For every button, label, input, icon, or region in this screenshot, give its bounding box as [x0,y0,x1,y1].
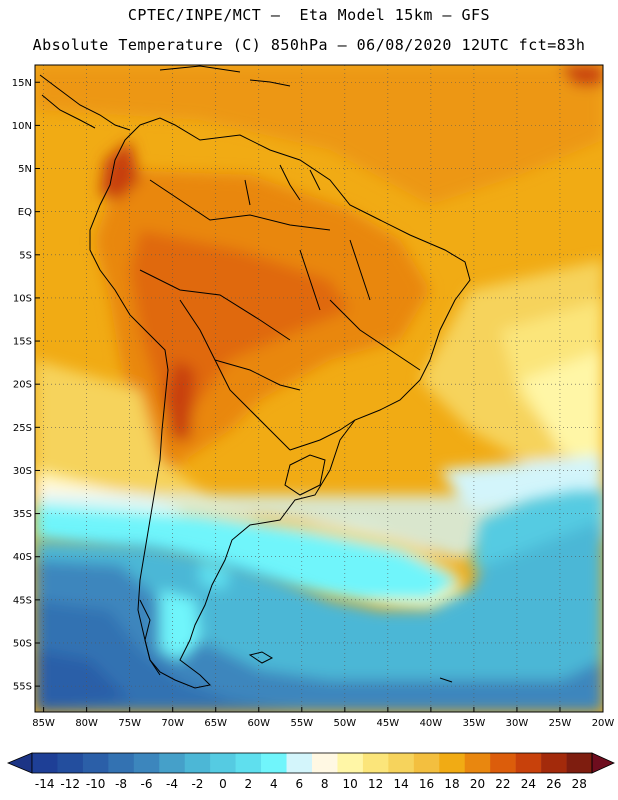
plot-frame [34,64,604,713]
lon-label: 35W [463,718,486,729]
lat-label: 10S [13,293,32,304]
lat-label: 15N [12,78,32,89]
colorbar-label: 0 [219,777,227,791]
lon-label: 50W [334,718,357,729]
colorbar-label: 2 [245,777,253,791]
lat-label: 15S [13,337,32,348]
colorbar-label: 20 [470,777,485,791]
colorbar-swatch [32,753,58,773]
colorbar-swatch [490,753,516,773]
colorbar-label: -12 [60,777,80,791]
colorbar-label: -10 [86,777,106,791]
latitude-labels: 15N 10N 5N EQ 5S 10S 15S 20S 25S 30S 35S 40S 45S 50S 5… [12,78,40,693]
map-subtitle: Absolute Temperature (C) 850hPa — 06/08/… [32,36,586,54]
lat-label: 35S [13,509,32,520]
colorbar-label: -8 [115,777,127,791]
colorbar-swatch [337,753,364,773]
colorbar-label: 4 [270,777,278,791]
lon-label: 30W [506,718,529,729]
colorbar-swatch [235,753,262,773]
coastline-outline [39,65,471,689]
colorbar: -14 -12 -10 -8 -6 -4 -2 0 2 4 6 8 10 12 14 16 18 20 22 24 26… [6,752,615,791]
lon-label: 85W [32,718,55,729]
lat-label: 30S [13,466,32,477]
colorbar-label: 26 [546,777,561,791]
colorbar-swatch [159,753,186,773]
lat-label: EQ [18,207,32,218]
lat-label: 50S [13,638,32,649]
colorbar-label: 16 [419,777,434,791]
colorbar-label: -2 [191,777,203,791]
lon-label: 55W [290,718,313,729]
colorbar-swatch [464,753,491,773]
lat-label: 5S [19,250,32,261]
colorbar-swatch [439,753,466,773]
colorbar-swatch [362,753,389,773]
colorbar-label: 24 [521,777,536,791]
colorbar-label: 18 [444,777,459,791]
lon-label: 45W [377,718,400,729]
colorbar-swatch [515,753,542,773]
lat-label: 10N [12,121,32,132]
colorbar-swatch [388,753,415,773]
colorbar-swatch [413,753,440,773]
colorbar-high-arrow [591,752,615,774]
lon-label: 40W [420,718,443,729]
colorbar-swatch [210,753,236,773]
colorbar-label: 22 [495,777,510,791]
lat-label: 5N [18,164,32,175]
colorbar-swatch [133,753,160,773]
colorbar-label: 10 [343,777,358,791]
colorbar-label: 28 [572,777,587,791]
colorbar-swatch [184,753,211,773]
map-title: CPTEC/INPE/MCT — Eta Model 15km — GFS [127,6,491,24]
graticule-grid [35,65,604,712]
colorbar-label: -14 [35,777,55,791]
colorbar-swatch [566,753,593,773]
colorbar-label: -6 [141,777,153,791]
lon-label: 60W [247,718,270,729]
colorbar-swatch [312,753,338,773]
colorbar-label: 12 [368,777,383,791]
colorbar-low-arrow [6,752,33,774]
colorbar-swatch [541,753,567,773]
lon-label: 20W [592,718,615,729]
colorbar-label: 14 [393,777,408,791]
lat-label: 45S [13,595,32,606]
colorbar-swatch [57,753,84,773]
lon-label: 75W [118,718,141,729]
colorbar-swatch [108,753,135,773]
colorbar-swatch [82,753,109,773]
lon-label: 70W [161,718,184,729]
longitude-labels: 85W 80W 75W 70W 65W 60W 55W 50W 45W 40W 35W 30W 25W 2… [32,707,614,729]
colorbar-swatch [286,753,313,773]
lat-label: 25S [13,423,32,434]
lon-label: 65W [204,718,227,729]
colorbar-swatch [261,753,287,773]
colorbar-label: -4 [166,777,178,791]
lon-label: 25W [549,718,572,729]
colorbar-label: 8 [321,777,329,791]
lon-label: 80W [75,718,98,729]
colorbar-label: 6 [295,777,303,791]
lat-label: 20S [13,380,32,391]
lat-label: 55S [13,682,32,693]
lat-label: 40S [13,552,32,563]
temperature-field [35,65,603,712]
